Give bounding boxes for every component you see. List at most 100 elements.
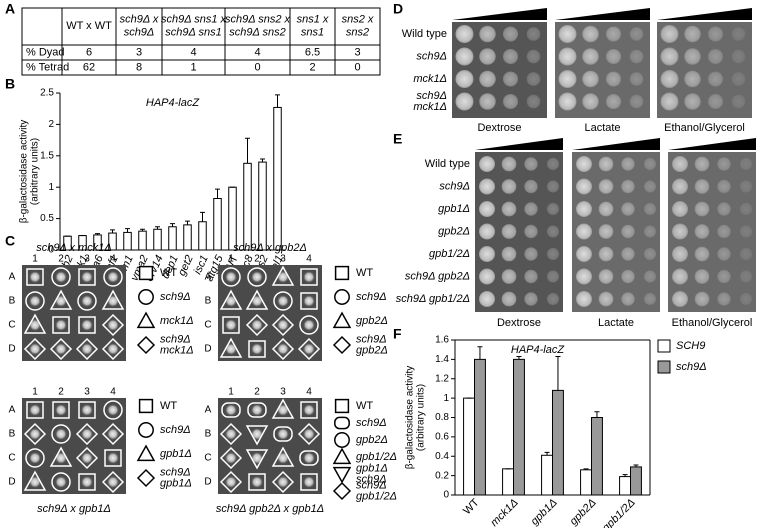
table-cell: 3 xyxy=(136,46,142,58)
legend-shape xyxy=(138,289,154,305)
colony xyxy=(55,476,67,488)
table-header: sns1 xyxy=(301,26,324,38)
spot xyxy=(598,179,614,194)
colony xyxy=(107,476,119,488)
spot xyxy=(526,72,541,86)
cross-title: sch9Δ x gpb2Δ xyxy=(233,242,307,254)
colony xyxy=(55,295,67,307)
y-tick-label: 0.8 xyxy=(435,412,449,423)
colony xyxy=(277,404,289,416)
spot xyxy=(479,25,496,43)
spot xyxy=(739,270,753,283)
colony xyxy=(303,319,315,331)
spot xyxy=(684,70,701,88)
spot xyxy=(502,93,519,110)
colony xyxy=(81,452,93,464)
dilution-wedge xyxy=(668,138,756,150)
spot xyxy=(643,202,657,216)
genotype-outline xyxy=(299,450,319,466)
legend-shape xyxy=(334,289,350,305)
genotype-outline xyxy=(271,337,295,361)
colony xyxy=(81,428,93,440)
row-label: A xyxy=(9,272,16,283)
y-tick-label: 1 xyxy=(48,182,54,193)
colony xyxy=(29,476,41,488)
spot xyxy=(643,247,657,261)
y-tick-label: 0.2 xyxy=(435,470,449,481)
genotype-outline xyxy=(271,265,295,286)
spot xyxy=(526,49,541,64)
table-cell: 2 xyxy=(309,61,315,73)
error-bar xyxy=(155,226,160,230)
colony xyxy=(29,428,41,440)
chart-title: HAP4-lacZ xyxy=(511,344,565,356)
colony xyxy=(251,295,263,307)
spot xyxy=(684,48,701,65)
colony xyxy=(277,428,289,440)
colony xyxy=(225,404,237,416)
table-header: sns2 xyxy=(346,26,369,38)
bar xyxy=(541,454,554,496)
genotype-outline xyxy=(77,291,97,311)
y-tick-label: 2 xyxy=(48,119,54,130)
row-label: D xyxy=(204,344,211,355)
spot xyxy=(501,291,517,307)
genotype-outline xyxy=(245,289,269,310)
colony xyxy=(107,319,119,331)
colony xyxy=(251,404,263,416)
table-cell: 0 xyxy=(254,61,260,73)
legend-shape xyxy=(332,311,352,329)
spot xyxy=(621,224,635,239)
error-bar xyxy=(477,346,483,360)
spot xyxy=(479,223,495,240)
bar xyxy=(591,417,603,496)
legend-label: gpb1/2Δ xyxy=(356,451,397,463)
genotype-outline xyxy=(52,316,70,334)
legend-shape xyxy=(138,265,154,281)
table-cell: 4 xyxy=(190,46,196,58)
column-label: 4 xyxy=(306,387,312,398)
strain-label: mck1Δ xyxy=(413,101,447,113)
spot xyxy=(582,93,599,110)
spot xyxy=(629,27,644,41)
dilution-wedge xyxy=(452,8,547,20)
genotype-outline xyxy=(23,422,47,446)
error-bar xyxy=(170,223,175,227)
medium-label: Lactate xyxy=(584,122,620,134)
spot xyxy=(524,157,538,171)
colony xyxy=(277,452,289,464)
strain-label: gpb1Δ xyxy=(438,203,470,215)
genotype-outline xyxy=(300,268,318,286)
spot xyxy=(717,247,731,261)
spot xyxy=(660,70,679,88)
x-tick-label: gpb1Δ xyxy=(529,497,560,528)
column-label: 1 xyxy=(32,254,38,265)
genotype-outline xyxy=(247,267,267,287)
column-label: 1 xyxy=(228,387,234,398)
column-label: 3 xyxy=(84,254,90,265)
genotype-outline xyxy=(299,315,319,335)
y-tick-label: 0 xyxy=(443,490,449,501)
y-tick-label: 1.4 xyxy=(435,354,449,365)
row-label: B xyxy=(205,296,212,307)
colony xyxy=(81,404,93,416)
legend-label: sch9Δ xyxy=(676,361,707,373)
strain-label: sch9Δ gpb2Δ xyxy=(405,270,470,282)
strain-label: gpb1/2Δ xyxy=(429,248,470,260)
genotype-outline xyxy=(247,402,267,418)
genotype-outline xyxy=(219,337,243,358)
table-header: sch9Δ sns1 xyxy=(165,26,222,38)
bar xyxy=(273,106,282,251)
colony xyxy=(303,404,315,416)
colony xyxy=(55,452,67,464)
bar xyxy=(243,162,252,251)
spot xyxy=(576,156,592,172)
spot xyxy=(672,201,688,217)
error-bar xyxy=(583,468,589,470)
spot xyxy=(524,269,538,284)
legend-label: gpb1Δ xyxy=(160,448,192,460)
spot xyxy=(672,291,688,307)
genotype-outline xyxy=(23,337,47,361)
error-bar xyxy=(215,188,220,199)
legend-label: sch9Δ xyxy=(356,333,387,345)
